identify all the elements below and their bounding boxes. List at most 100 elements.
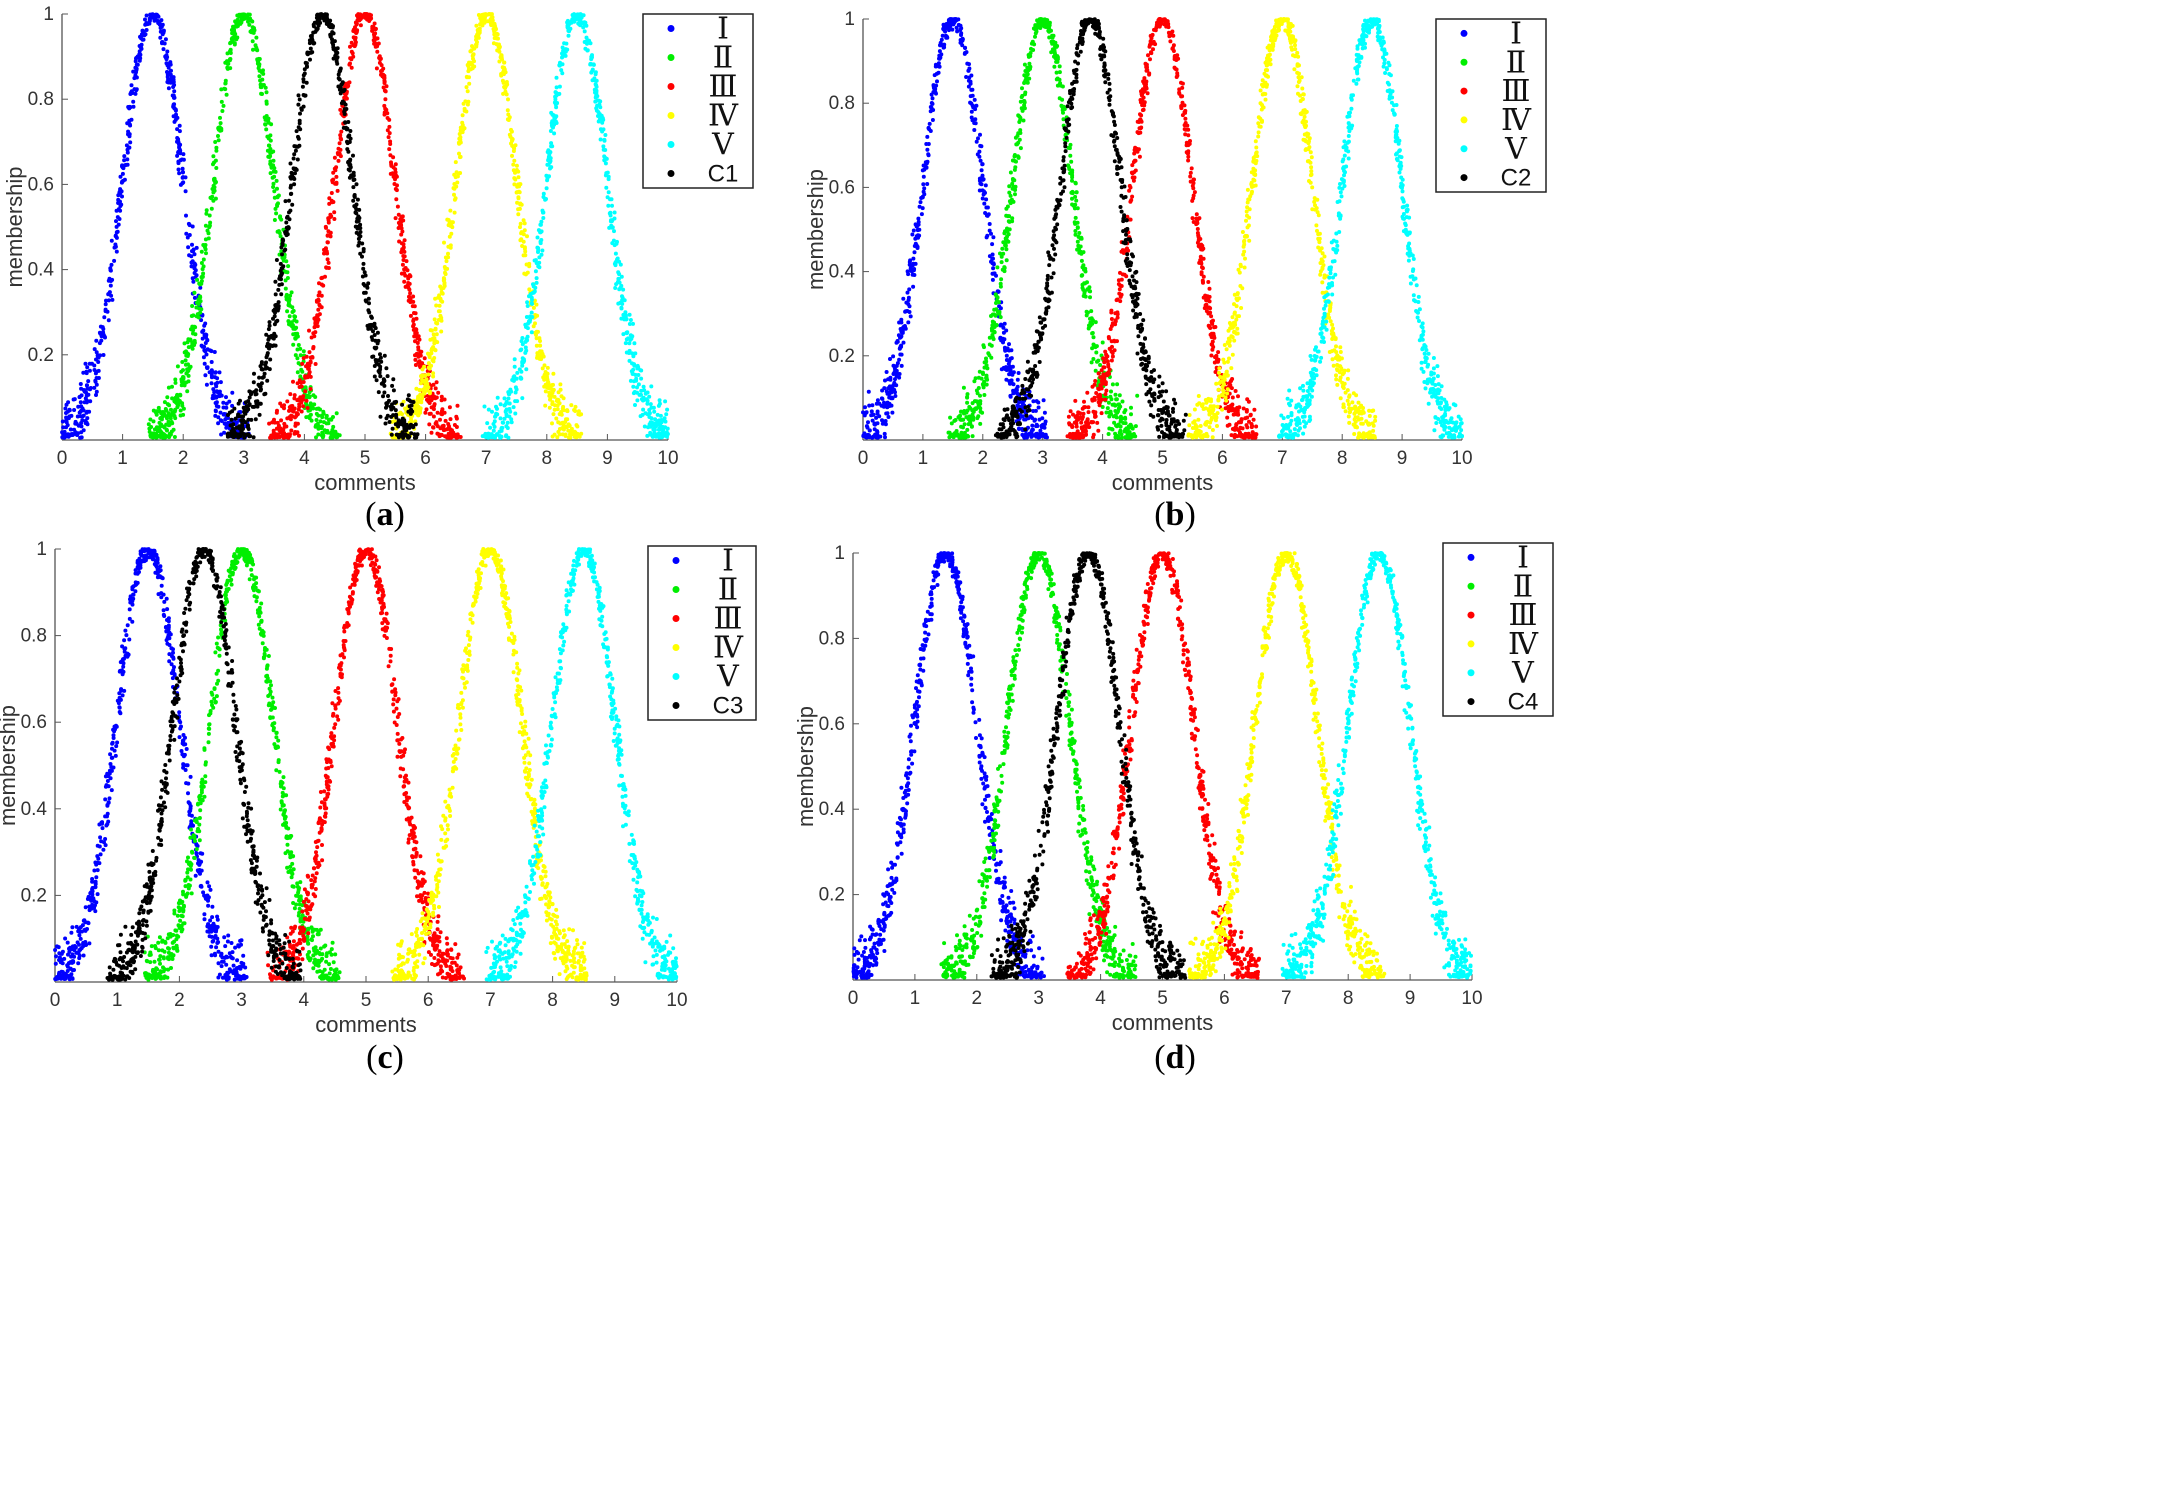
- scatter-point: [397, 419, 402, 424]
- scatter-point: [619, 274, 624, 279]
- scatter-point: [271, 185, 276, 189]
- scatter-point: [245, 13, 250, 18]
- scatter-point: [931, 83, 936, 88]
- scatter-point: [324, 415, 329, 420]
- x-tick-label: 2: [178, 448, 189, 469]
- scatter-point: [316, 317, 321, 322]
- scatter-point: [510, 378, 515, 382]
- scatter-point: [289, 290, 294, 295]
- scatter-point: [207, 213, 212, 218]
- scatter-point: [910, 232, 915, 237]
- scatter-point: [304, 354, 309, 359]
- scatter-point: [990, 242, 995, 247]
- scatter-point: [281, 427, 286, 432]
- scatter-point: [170, 396, 175, 401]
- scatter-point: [66, 400, 71, 405]
- scatter-point: [388, 404, 393, 409]
- scatter-point: [344, 107, 349, 111]
- scatter-point: [1015, 391, 1020, 396]
- series-C1: [225, 12, 420, 440]
- scatter-point: [966, 84, 971, 89]
- scatter-point: [423, 385, 428, 390]
- scatter-point: [351, 35, 356, 40]
- scatter-point: [134, 75, 139, 80]
- scatter-point: [188, 364, 193, 369]
- scatter-point: [191, 331, 195, 336]
- scatter-point: [948, 415, 953, 420]
- scatter-point: [228, 57, 233, 61]
- scatter-point: [267, 323, 272, 328]
- scatter-point: [880, 388, 885, 393]
- scatter-point: [88, 399, 93, 404]
- scatter-point: [348, 44, 352, 49]
- scatter-point: [269, 433, 274, 438]
- scatter-point: [275, 202, 280, 207]
- scatter-point: [87, 409, 92, 414]
- scatter-point: [1075, 239, 1080, 244]
- scatter-point: [1018, 128, 1023, 133]
- scatter-point: [248, 29, 253, 34]
- scatter-point: [409, 431, 414, 436]
- scatter-point: [928, 105, 933, 109]
- scatter-point: [1015, 377, 1020, 382]
- scatter-point: [240, 17, 245, 22]
- scatter-point: [602, 154, 607, 159]
- scatter-point: [79, 386, 84, 391]
- scatter-point: [495, 395, 500, 400]
- scatter-point: [199, 307, 204, 312]
- scatter-point: [1038, 428, 1043, 433]
- scatter-point: [387, 147, 392, 152]
- scatter-point: [285, 276, 290, 280]
- scatter-point: [213, 375, 217, 380]
- scatter-point: [263, 391, 268, 396]
- scatter-point: [187, 233, 192, 237]
- scatter-point: [381, 394, 385, 399]
- scatter-point: [443, 418, 448, 423]
- scatter-point: [173, 377, 178, 382]
- scatter-point: [190, 327, 195, 332]
- scatter-point: [472, 59, 476, 64]
- scatter-point: [926, 153, 931, 158]
- scatter-point: [555, 435, 560, 440]
- scatter-point: [218, 418, 223, 423]
- scatter-point: [505, 426, 510, 430]
- scatter-point: [422, 378, 427, 383]
- scatter-point: [983, 211, 988, 215]
- scatter-point: [77, 410, 82, 415]
- scatter-point: [979, 144, 984, 149]
- scatter-point: [978, 181, 983, 186]
- scatter-point: [388, 153, 393, 158]
- scatter-point: [272, 417, 276, 422]
- scatter-point: [906, 298, 911, 302]
- scatter-point: [925, 159, 930, 164]
- scatter-point: [454, 170, 459, 175]
- scatter-point: [314, 411, 319, 416]
- scatter-point: [651, 423, 656, 427]
- scatter-point: [972, 97, 977, 102]
- scatter-point: [199, 281, 204, 286]
- scatter-point: [338, 66, 343, 71]
- scatter-point: [884, 402, 889, 407]
- scatter-point: [974, 388, 979, 393]
- scatter-point: [94, 393, 98, 397]
- scatter-point: [555, 397, 560, 402]
- scatter-point: [575, 424, 580, 429]
- y-tick-label: 0.8: [829, 93, 855, 114]
- scatter-point: [349, 173, 354, 178]
- scatter-point: [154, 412, 159, 417]
- scatter-point: [409, 403, 414, 408]
- scatter-point: [539, 219, 544, 224]
- scatter-point: [211, 387, 216, 392]
- scatter-point: [311, 24, 316, 29]
- scatter-point: [319, 413, 324, 418]
- scatter-point: [520, 244, 525, 248]
- scatter-point: [519, 339, 524, 344]
- scatter-point: [284, 424, 289, 429]
- scatter-point: [178, 392, 183, 397]
- scatter-point: [295, 412, 300, 417]
- scatter-point: [870, 403, 875, 408]
- scatter-point: [1005, 346, 1010, 351]
- scatter-point: [928, 109, 933, 114]
- scatter-point: [506, 112, 511, 117]
- scatter-point: [364, 283, 369, 288]
